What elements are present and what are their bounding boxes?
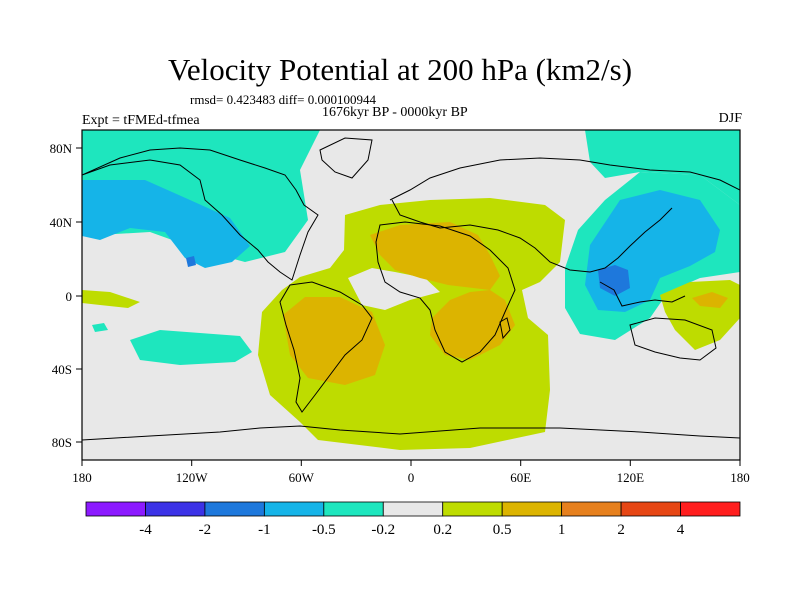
colorbar-label: -0.5	[312, 522, 336, 538]
contour-neg02-small	[92, 323, 108, 332]
colorbar-label: 1	[558, 522, 566, 538]
coast-southeast-asia	[599, 281, 686, 307]
colorbar-swatch	[620, 501, 681, 517]
colorbar-swatch	[680, 501, 741, 517]
contour-neutral-hole	[348, 268, 440, 310]
colorbar-label: -0.2	[371, 522, 395, 538]
colorbar-swatch	[501, 501, 563, 517]
stats-label: rmsd= 0.423483 diff= 0.000100944	[190, 92, 376, 107]
map-title: Velocity Potential at 200 hPa (km2/s)	[167, 52, 633, 87]
lat-tick-label: 80S	[52, 435, 72, 450]
colorbar-labels: -4 -2 -1 -0.5 -0.2 0.2 0.5 1 2 4	[139, 522, 685, 538]
coast-south-america	[279, 281, 373, 413]
colorbar-swatch	[382, 501, 444, 517]
colorbar-label: -1	[258, 522, 271, 538]
contour-pos02-east-pacific	[82, 290, 140, 308]
coast-africa	[375, 221, 516, 363]
lon-tick-label: 180	[730, 470, 750, 485]
colorbar-label: -2	[199, 522, 212, 538]
lat-tick-label: 40N	[50, 215, 73, 230]
colorbar-label: -4	[139, 522, 152, 538]
lon-tick-label: 0	[408, 470, 415, 485]
contour-neg02-south-pacific	[130, 330, 252, 365]
coast-australia	[629, 317, 717, 361]
experiment-label: Expt = tFMEd-tfmea	[82, 113, 200, 128]
lon-tick-label: 120E	[617, 470, 645, 485]
colorbar-label: 4	[677, 522, 685, 538]
colorbar-swatch	[561, 501, 622, 517]
colorbar-swatch	[85, 501, 146, 517]
colorbar-label: 0.5	[493, 522, 512, 538]
coast-antarctica	[82, 425, 740, 441]
lat-tick-marks	[76, 147, 82, 443]
colorbar-label: 0.2	[433, 522, 452, 538]
lon-tick-label: 120W	[176, 470, 209, 485]
season-label: DJF	[718, 111, 742, 126]
colorbar-swatch	[323, 501, 384, 517]
coastline-layer	[82, 137, 740, 441]
coast-eurasia	[389, 157, 740, 273]
colorbar-label: 2	[617, 522, 625, 538]
period-label: 1676kyr BP - 0000kyr BP	[322, 105, 468, 120]
lat-tick-label: 0	[66, 289, 73, 304]
colorbar-swatch	[204, 501, 265, 517]
colorbar-swatch	[263, 501, 325, 517]
contour-pos05-south-america	[283, 297, 385, 385]
coast-greenland	[319, 137, 373, 179]
contour-neg02-arctic-east	[585, 130, 740, 205]
lat-tick-label: 40S	[52, 362, 72, 377]
lon-tick-marks	[81, 460, 741, 466]
colorbar-swatch	[145, 501, 206, 517]
colorbar-swatch	[442, 501, 503, 517]
lon-tick-label: 60E	[510, 470, 531, 485]
lat-tick-label: 80N	[50, 141, 73, 156]
coast-north-america	[82, 147, 319, 281]
coast-madagascar	[499, 317, 511, 340]
contour-pos05-west-pacific	[692, 292, 728, 308]
contour-neg1-east-asia	[598, 265, 630, 296]
lon-tick-label: 60W	[289, 470, 315, 485]
contour-neg05-north-pacific	[82, 180, 250, 268]
contour-neg1-pacific-dot	[186, 256, 196, 267]
colorbar	[85, 501, 741, 517]
lon-tick-label: 180	[72, 470, 92, 485]
contour-pos05-africa	[370, 222, 515, 360]
